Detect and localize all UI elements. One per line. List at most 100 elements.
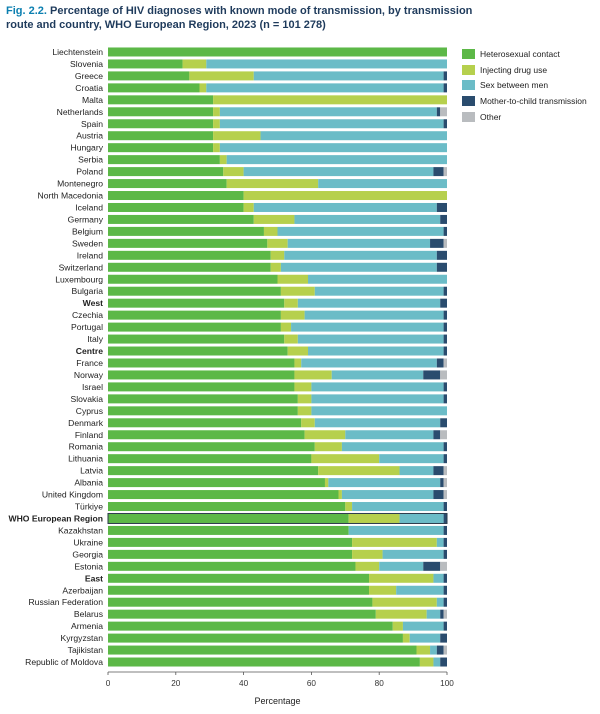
legend-label-mother-to-child-transmission: Mother-to-child transmission	[480, 96, 587, 107]
bar-slovenia-sex-between-men	[206, 59, 447, 69]
bar-germany-heterosexual-contact	[108, 214, 254, 224]
bar-albania-injecting-drug-use	[324, 478, 329, 488]
bar-bulgaria-mother-to-child-transmission	[443, 286, 447, 296]
bar-hungary-sex-between-men	[219, 143, 447, 153]
category-label-estonia: Estonia	[74, 561, 103, 571]
legend-swatch-injecting-drug-use	[462, 64, 475, 75]
bar-greece-injecting-drug-use	[189, 71, 254, 81]
bar-armenia-mother-to-child-transmission	[443, 621, 447, 631]
x-tick-label-100: 100	[440, 679, 454, 688]
bar-iceland-injecting-drug-use	[243, 202, 254, 212]
bar-hungary-injecting-drug-use	[213, 143, 220, 153]
category-label-north-macedonia: North Macedonia	[38, 191, 104, 201]
bar-slovakia-sex-between-men	[311, 394, 444, 404]
bar-liechtenstein-heterosexual-contact	[108, 47, 447, 57]
bar-spain-sex-between-men	[219, 119, 444, 129]
category-label-liechtenstein: Liechtenstein	[52, 47, 103, 57]
bar-france-mother-to-child-transmission	[436, 358, 444, 368]
category-label-greece: Greece	[75, 71, 103, 81]
legend-label-other: Other	[480, 112, 502, 123]
bar-t-rkiye-sex-between-men	[352, 502, 444, 512]
bar-united-kingdom-other	[443, 490, 447, 500]
bar-estonia-other	[440, 561, 447, 571]
category-label-israel: Israel	[82, 382, 103, 392]
bar-luxembourg-sex-between-men	[308, 274, 447, 284]
bar-ukraine-mother-to-child-transmission	[443, 537, 447, 547]
bar-centre-injecting-drug-use	[287, 346, 309, 356]
bar-greece-mother-to-child-transmission	[443, 71, 447, 81]
bar-outline-who-european-region	[107, 512, 448, 524]
category-label-kazakhstan: Kazakhstan	[58, 525, 103, 535]
category-label-norway: Norway	[74, 370, 104, 380]
bar-denmark-mother-to-child-transmission	[440, 418, 447, 428]
bar-ireland-mother-to-child-transmission	[436, 250, 447, 260]
bar-west-sex-between-men	[297, 298, 441, 308]
bar-netherlands-sex-between-men	[219, 107, 437, 117]
category-label-bulgaria: Bulgaria	[71, 286, 103, 296]
bar-east-injecting-drug-use	[369, 573, 434, 583]
figure-number: Fig. 2.2.	[6, 5, 47, 17]
bar-armenia-sex-between-men	[402, 621, 444, 631]
bar-united-kingdom-sex-between-men	[341, 490, 434, 500]
category-label-slovakia: Slovakia	[71, 394, 104, 404]
category-label-italy: Italy	[87, 334, 103, 344]
bar-republic-of-moldova-mother-to-child-transmission	[440, 657, 447, 667]
bar-lithuania-heterosexual-contact	[108, 454, 312, 464]
category-label-montenegro: Montenegro	[57, 179, 103, 189]
bar-finland-other	[440, 430, 447, 440]
category-label-georgia: Georgia	[72, 549, 103, 559]
bar-spain-heterosexual-contact	[108, 119, 214, 129]
bar-centre-sex-between-men	[308, 346, 444, 356]
bar-ireland-sex-between-men	[284, 250, 437, 260]
bar-belgium-heterosexual-contact	[108, 226, 264, 236]
category-label-germany: Germany	[68, 214, 104, 224]
category-label-east: East	[85, 573, 103, 583]
category-labels: Liechtenstein Slovenia Greece Croatia Malta N…	[8, 47, 103, 667]
bar-portugal-mother-to-child-transmission	[443, 322, 447, 332]
category-label-croatia: Croatia	[75, 83, 103, 93]
bar-kazakhstan-heterosexual-contact	[108, 525, 349, 535]
bar-kyrgyzstan-mother-to-child-transmission	[440, 633, 447, 643]
x-tick-label-0: 0	[106, 679, 111, 688]
bar-cyprus-sex-between-men	[311, 406, 447, 416]
bar-kyrgyzstan-heterosexual-contact	[108, 633, 403, 643]
x-tick-label-40: 40	[239, 679, 249, 688]
category-label-switzerland: Switzerland	[59, 262, 104, 272]
bar-estonia-heterosexual-contact	[108, 561, 356, 571]
bar-croatia-heterosexual-contact	[108, 83, 200, 93]
bar-italy-mother-to-child-transmission	[443, 334, 447, 344]
bar-georgia-injecting-drug-use	[352, 549, 383, 559]
bar-portugal-heterosexual-contact	[108, 322, 281, 332]
category-label-malta: Malta	[82, 95, 103, 105]
bar-malta-injecting-drug-use	[213, 95, 447, 105]
category-label-republic-of-moldova: Republic of Moldova	[25, 657, 103, 667]
legend-item-injecting-drug-use: Injecting drug use	[462, 62, 587, 78]
bar-bulgaria-sex-between-men	[314, 286, 444, 296]
bar-israel-mother-to-child-transmission	[443, 382, 447, 392]
bar-iceland-heterosexual-contact	[108, 202, 244, 212]
bars-group	[107, 47, 448, 667]
bar-luxembourg-heterosexual-contact	[108, 274, 278, 284]
bar-norway-mother-to-child-transmission	[423, 370, 441, 380]
bar-croatia-mother-to-child-transmission	[443, 83, 447, 93]
bar-italy-injecting-drug-use	[284, 334, 298, 344]
bar-czechia-injecting-drug-use	[280, 310, 305, 320]
bar-armenia-heterosexual-contact	[108, 621, 393, 631]
bar-belgium-sex-between-men	[277, 226, 444, 236]
bar-denmark-sex-between-men	[314, 418, 441, 428]
bar-who-european-region-sex-between-men	[399, 513, 444, 523]
legend-item-mother-to-child-transmission: Mother-to-child transmission	[462, 93, 587, 109]
category-label-portugal: Portugal	[71, 322, 103, 332]
bar-latvia-injecting-drug-use	[318, 466, 400, 476]
bar-norway-injecting-drug-use	[294, 370, 332, 380]
bar-east-heterosexual-contact	[108, 573, 370, 583]
category-label-ukraine: Ukraine	[73, 537, 103, 547]
bar-georgia-sex-between-men	[382, 549, 444, 559]
bar-t-rkiye-injecting-drug-use	[345, 502, 353, 512]
bar-norway-sex-between-men	[331, 370, 424, 380]
bar-netherlands-heterosexual-contact	[108, 107, 214, 117]
bar-portugal-injecting-drug-use	[280, 322, 292, 332]
bar-who-european-region-injecting-drug-use	[348, 513, 400, 523]
bar-switzerland-sex-between-men	[280, 262, 437, 272]
bar-slovakia-injecting-drug-use	[297, 394, 312, 404]
